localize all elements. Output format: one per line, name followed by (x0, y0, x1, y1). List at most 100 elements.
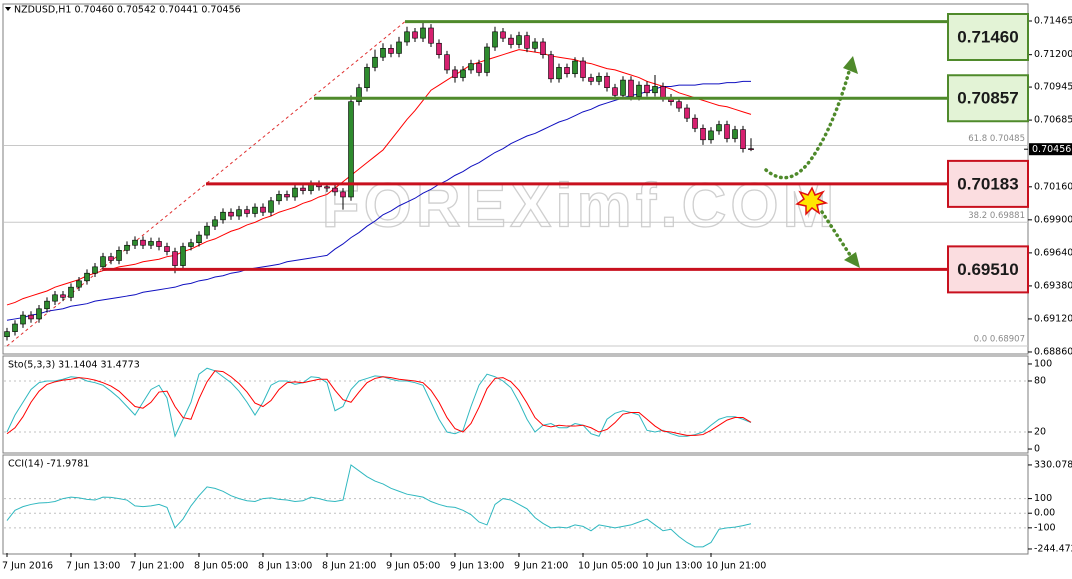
forecast-arrows (764, 56, 860, 268)
level-label: 0.69510 (957, 260, 1018, 279)
candle-body (388, 48, 394, 54)
candle-body (28, 314, 34, 320)
candle-body (76, 280, 82, 288)
level-box (947, 245, 1029, 294)
y-tick-label: 0.69120 (1034, 313, 1072, 324)
candle-body (100, 256, 106, 268)
y-tick-label: 0.71200 (1034, 49, 1072, 60)
candle-body (444, 54, 450, 71)
candle-body (540, 41, 546, 55)
y-tick-label: 100 (1034, 358, 1052, 369)
candle-body (524, 35, 530, 49)
y-tick-label: 0.69900 (1034, 214, 1072, 225)
candle-body (356, 87, 362, 102)
candle-body (348, 101, 354, 198)
menu-arrow (5, 7, 11, 11)
candle-body (476, 63, 482, 73)
candle-body (492, 31, 498, 48)
candle-body (292, 187, 298, 198)
moving-average (6, 49, 752, 306)
x-tick-label: 10 Jun 05:00 (578, 561, 638, 572)
x-tick-label: 9 Jun 13:00 (450, 561, 504, 572)
candle-body (108, 256, 114, 261)
candle-body (44, 300, 50, 310)
level-label: 0.70183 (957, 174, 1018, 193)
x-tick-label: 8 Jun 21:00 (322, 561, 376, 572)
y-tick-label: 0.69640 (1034, 247, 1072, 258)
down-arrowhead (844, 252, 860, 268)
y-tick-label: 80 (1034, 375, 1046, 386)
panel-title: Sto(5,3,3) 31.1404 31.4773 (8, 360, 140, 371)
candle-body (268, 200, 274, 213)
indicator-line (6, 367, 752, 438)
candle-body (484, 46, 490, 73)
y-tick-label: 0.00 (1034, 508, 1055, 519)
candle-body (572, 60, 578, 75)
candle-body (68, 286, 74, 298)
indicator-line (6, 370, 752, 436)
level-box (947, 159, 1029, 208)
y-tick-label: 0.71465 (1034, 16, 1072, 27)
level-label: 0.70857 (957, 89, 1018, 108)
candle-body (732, 129, 738, 139)
candle-body (372, 56, 378, 68)
price-tag-label: 0.70456 (1032, 144, 1071, 155)
candle-body (660, 86, 666, 99)
candle-body (284, 194, 290, 198)
candle-body (420, 27, 426, 39)
indicator-line (6, 464, 752, 548)
candle-body (244, 209, 250, 214)
candle-body (612, 87, 618, 96)
candle-body (260, 206, 266, 213)
candle-body (84, 272, 90, 282)
level-box (947, 13, 1029, 61)
candle-body (684, 107, 690, 119)
x-tick-label: 7 Jun 21:00 (130, 561, 184, 572)
x-tick-label: 9 Jun 05:00 (386, 561, 440, 572)
candle-body (588, 77, 594, 82)
candle-body (556, 67, 562, 80)
candle-body (580, 60, 586, 78)
candle-body (708, 130, 714, 141)
candle-body (236, 209, 242, 217)
price-tag (1029, 143, 1072, 156)
candle-body (500, 31, 506, 39)
break-burst (795, 186, 829, 216)
candle-body (740, 129, 746, 149)
candle-body (564, 67, 570, 75)
candle-body (340, 191, 346, 198)
candle-body (220, 211, 226, 221)
up-arrow (764, 66, 852, 180)
down-arrow (820, 210, 854, 260)
candle-body (324, 186, 330, 189)
candle-body (460, 69, 466, 78)
candle-body (548, 54, 554, 80)
candle-body (148, 241, 154, 246)
candle-body (676, 101, 682, 109)
y-tick-label: 0.68860 (1034, 346, 1072, 357)
level-box (947, 74, 1029, 123)
x-tick-label: 7 Jun 2016 (2, 561, 53, 572)
candle-body (156, 241, 162, 247)
y-tick-label: 0.69380 (1034, 280, 1072, 291)
candle-body (716, 124, 722, 132)
candle-body (188, 242, 194, 247)
candle-body (124, 244, 130, 251)
candle-body (452, 69, 458, 78)
moving-average (6, 80, 751, 321)
candle-body (380, 48, 386, 58)
candle-body (748, 148, 754, 150)
marks-layer: NZDUSD,H1 0.70460 0.70542 0.70441 0.7045… (2, 5, 1072, 572)
x-tick-label: 10 Jun 21:00 (706, 561, 766, 572)
candle-body (428, 27, 434, 44)
candle-body (20, 314, 26, 325)
candle-body (164, 246, 170, 252)
candle-body (436, 42, 442, 55)
candle-body (212, 219, 218, 227)
candle-body (604, 75, 610, 89)
candle-body (620, 79, 626, 96)
candle-body (364, 67, 370, 89)
candle-body (508, 37, 514, 45)
candle-body (412, 31, 418, 39)
y-tick-label: 0.70160 (1034, 181, 1072, 192)
